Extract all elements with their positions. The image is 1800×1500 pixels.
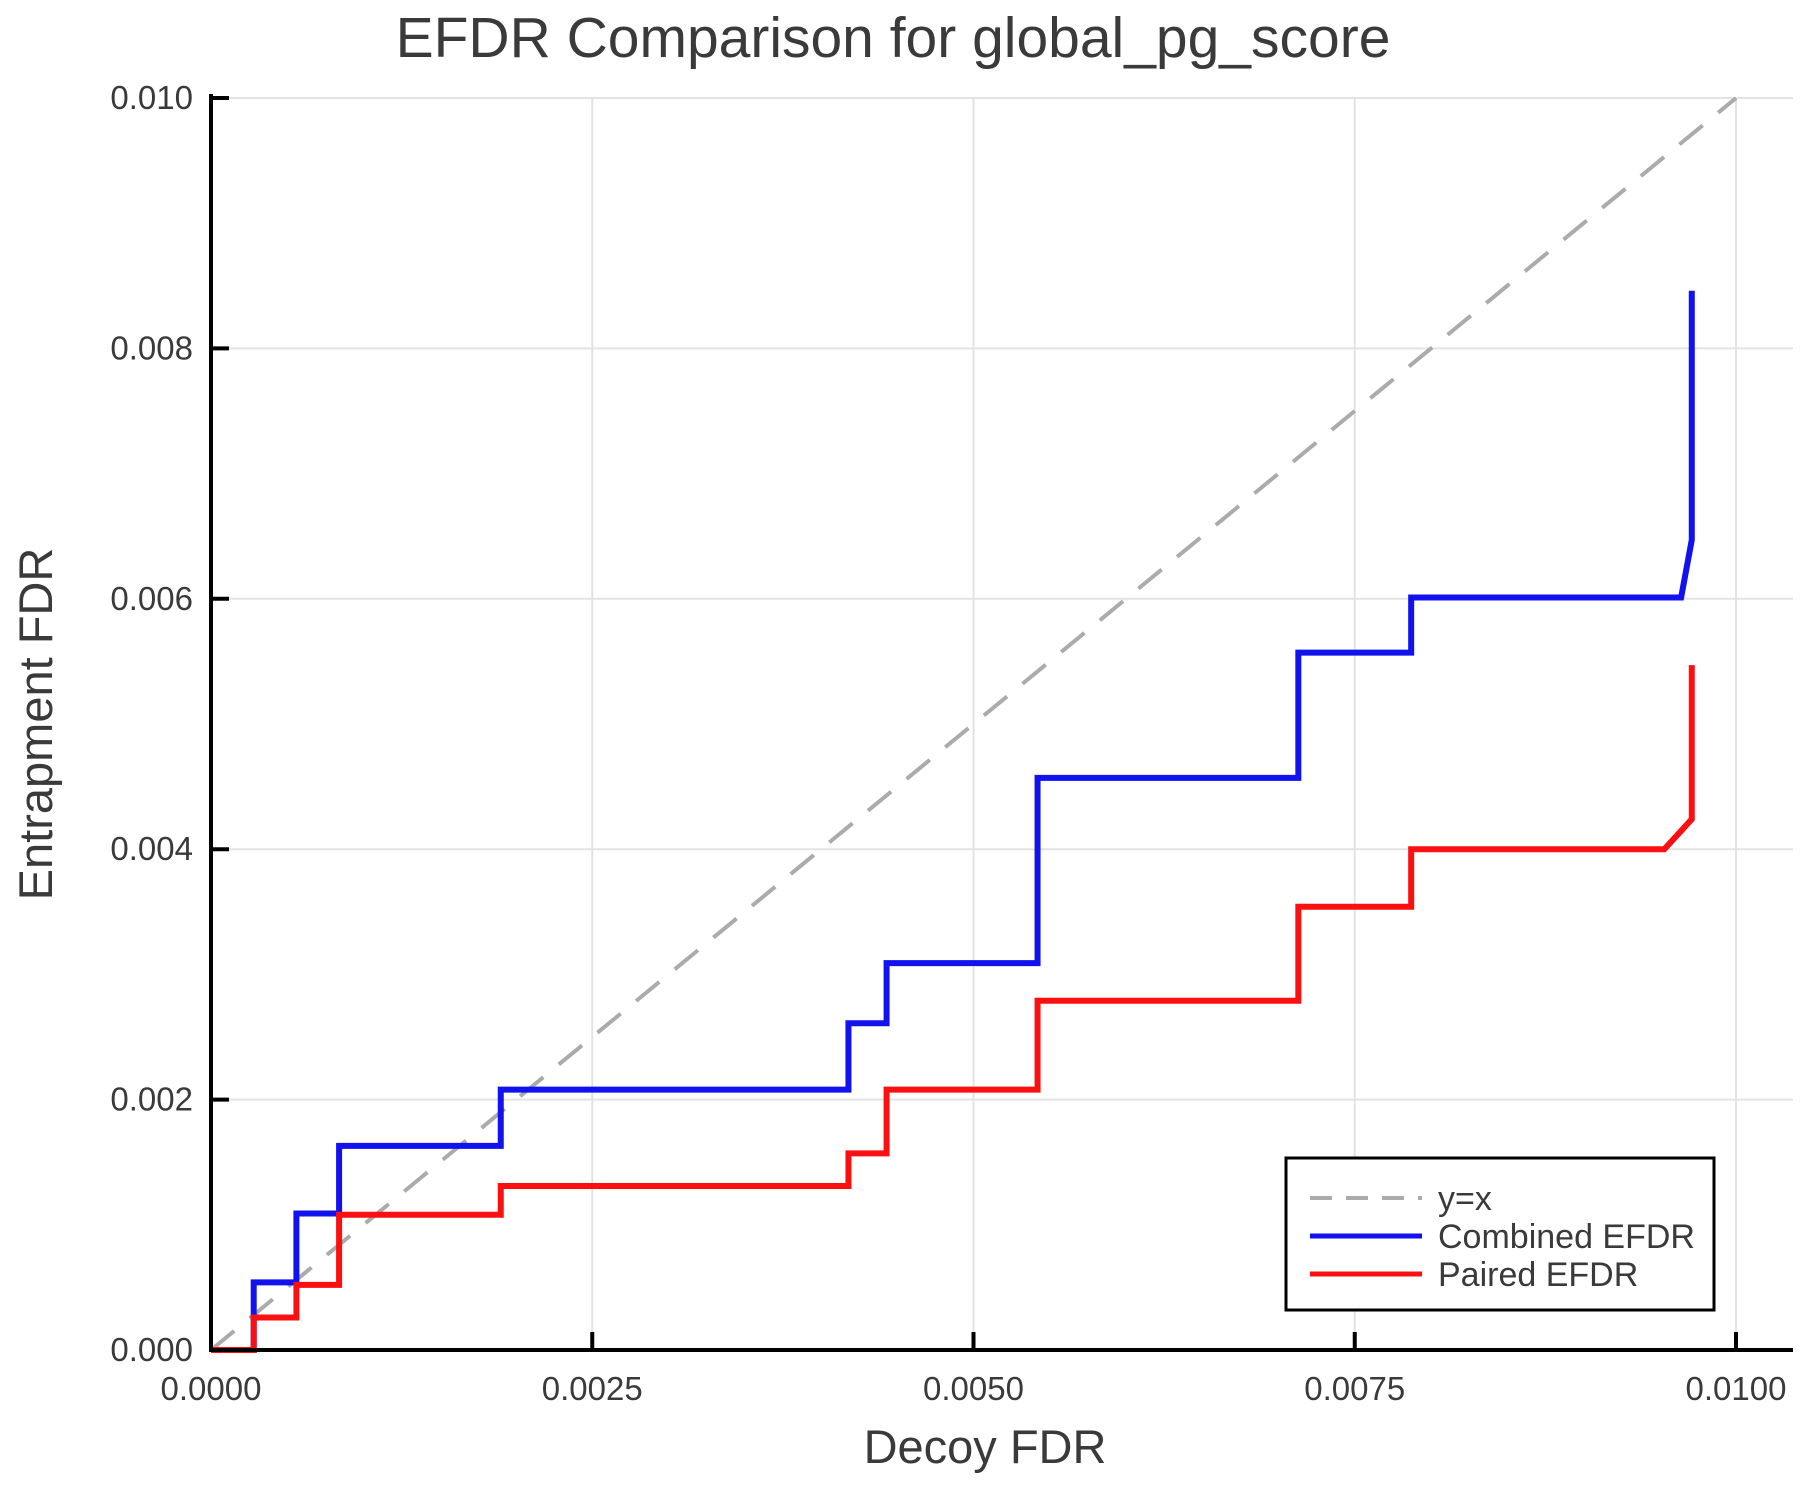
axes-layer xyxy=(209,94,1793,1352)
y-tick-label: 0.002 xyxy=(110,1081,193,1118)
reference-line-layer xyxy=(209,96,1738,1352)
legend-label: Combined EFDR xyxy=(1438,1218,1695,1256)
x-axis-label: Decoy FDR xyxy=(864,1420,1107,1473)
x-tick-label: 0.0100 xyxy=(1686,1370,1787,1407)
tick-label-layer: 0.0000 0.0025 0.0050 0.0075 0.0100 0.000 0.002… xyxy=(110,79,1786,1407)
series-combined-efdr xyxy=(211,290,1695,1353)
legend-label: Paired EFDR xyxy=(1438,1256,1638,1294)
y-tick-label: 0.004 xyxy=(110,830,193,867)
y-tick-label: 0.000 xyxy=(110,1331,193,1368)
y-tick-label: 0.010 xyxy=(110,79,193,116)
series-paired-efdr xyxy=(211,665,1695,1353)
gridlines xyxy=(211,97,1793,1350)
series-layer xyxy=(211,290,1695,1353)
x-tick-label: 0.0050 xyxy=(923,1370,1024,1407)
y-tick-label: 0.006 xyxy=(110,580,193,617)
x-tick-label: 0.0025 xyxy=(542,1370,643,1407)
x-tick-label: 0.0000 xyxy=(161,1370,262,1407)
reference-line-y-equals-x xyxy=(209,96,1738,1352)
y-tick-label: 0.008 xyxy=(110,329,193,366)
legend-label: y=x xyxy=(1438,1180,1492,1218)
chart-title: EFDR Comparison for global_pg_score xyxy=(396,6,1391,70)
x-tick-label: 0.0075 xyxy=(1304,1370,1405,1407)
y-axis-label: Entrapment FDR xyxy=(9,548,62,901)
